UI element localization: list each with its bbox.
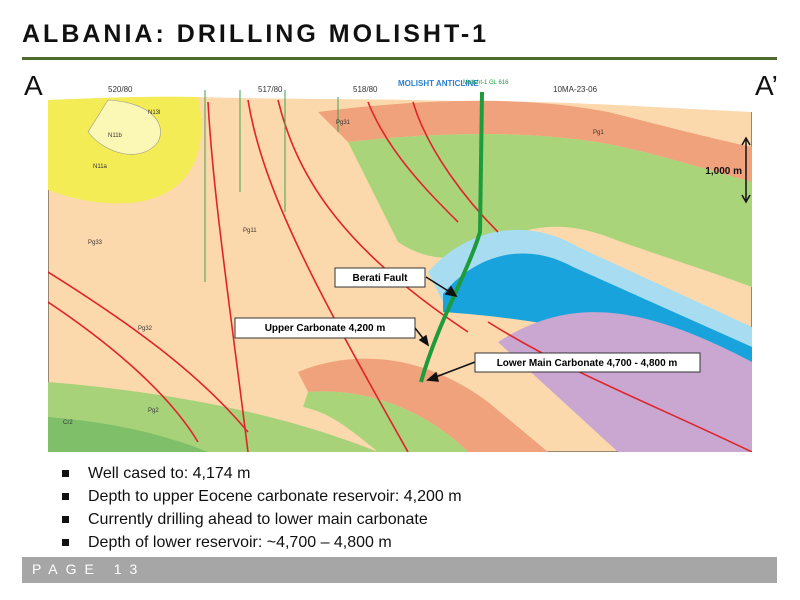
footer-bar: PAGE 13 bbox=[22, 557, 777, 583]
callout-box bbox=[334, 267, 426, 288]
fault-lines bbox=[48, 99, 752, 452]
section-label: 10MA-23-06 bbox=[553, 85, 598, 94]
section-end-label: A’ bbox=[755, 70, 778, 101]
section-label: Pg31 bbox=[336, 120, 351, 126]
bullet: Depth to upper Eocene carbonate reservoi… bbox=[60, 485, 462, 508]
section-label: N11b bbox=[108, 133, 123, 139]
section-label: Pg1 bbox=[593, 130, 604, 136]
yellow-inner bbox=[87, 99, 161, 155]
section-label: Cr2 bbox=[63, 420, 73, 426]
lower-orange-band bbox=[298, 358, 548, 452]
bullet: Well cased to: 4,174 m bbox=[60, 462, 462, 485]
section-label: MOLISHT ANTICLINE bbox=[398, 79, 479, 88]
callout-text: Lower Main Carbonate 4,700 - 4,800 m bbox=[497, 358, 678, 369]
bullet: Depth of lower reservoir: ~4,700 – 4,800… bbox=[60, 531, 462, 554]
section-label: Pg2 bbox=[148, 408, 159, 414]
section-start-label: A bbox=[24, 70, 43, 101]
callout-arrows bbox=[414, 276, 476, 382]
section-label: Pg11 bbox=[243, 228, 257, 234]
slide-title: ALBANIA: DRILLING MOLISHT-1 bbox=[22, 20, 490, 48]
section-label: Pg32 bbox=[138, 326, 153, 332]
callout-box bbox=[234, 317, 416, 339]
bullet: Currently drilling ahead to lower main c… bbox=[60, 508, 462, 531]
scale-label: 1,000 m bbox=[705, 166, 742, 177]
scale-arrows bbox=[741, 136, 751, 204]
section-label: 517/80 bbox=[258, 85, 283, 94]
orange-band bbox=[318, 100, 752, 182]
section-label: N11a bbox=[93, 164, 108, 170]
sky bbox=[48, 72, 752, 112]
bullet-list: Well cased to: 4,174 m Depth to upper Eo… bbox=[60, 462, 462, 554]
section-label: Molisht-1 GL 616 bbox=[463, 80, 509, 86]
callout-text: Upper Carbonate 4,200 m bbox=[265, 323, 386, 334]
callouts: Berati Fault Upper Carbonate 4,200 m Low… bbox=[234, 267, 701, 373]
callout-box bbox=[474, 352, 701, 373]
old-wells bbox=[204, 90, 339, 282]
cross-section: 520/80 517/80 518/80 MOLISHT ANTICLINE M… bbox=[48, 72, 752, 452]
callout-text: Berati Fault bbox=[352, 273, 408, 284]
section-label: Pg33 bbox=[88, 240, 103, 246]
green-unit-deep bbox=[48, 417, 208, 452]
page-number: PAGE 13 bbox=[32, 561, 146, 577]
title-rule bbox=[22, 57, 777, 60]
section-label: N13l bbox=[148, 110, 160, 116]
lower-green bbox=[303, 391, 468, 452]
section-label: 520/80 bbox=[108, 85, 133, 94]
section-label: 518/80 bbox=[353, 85, 378, 94]
purple-unit bbox=[498, 312, 752, 452]
